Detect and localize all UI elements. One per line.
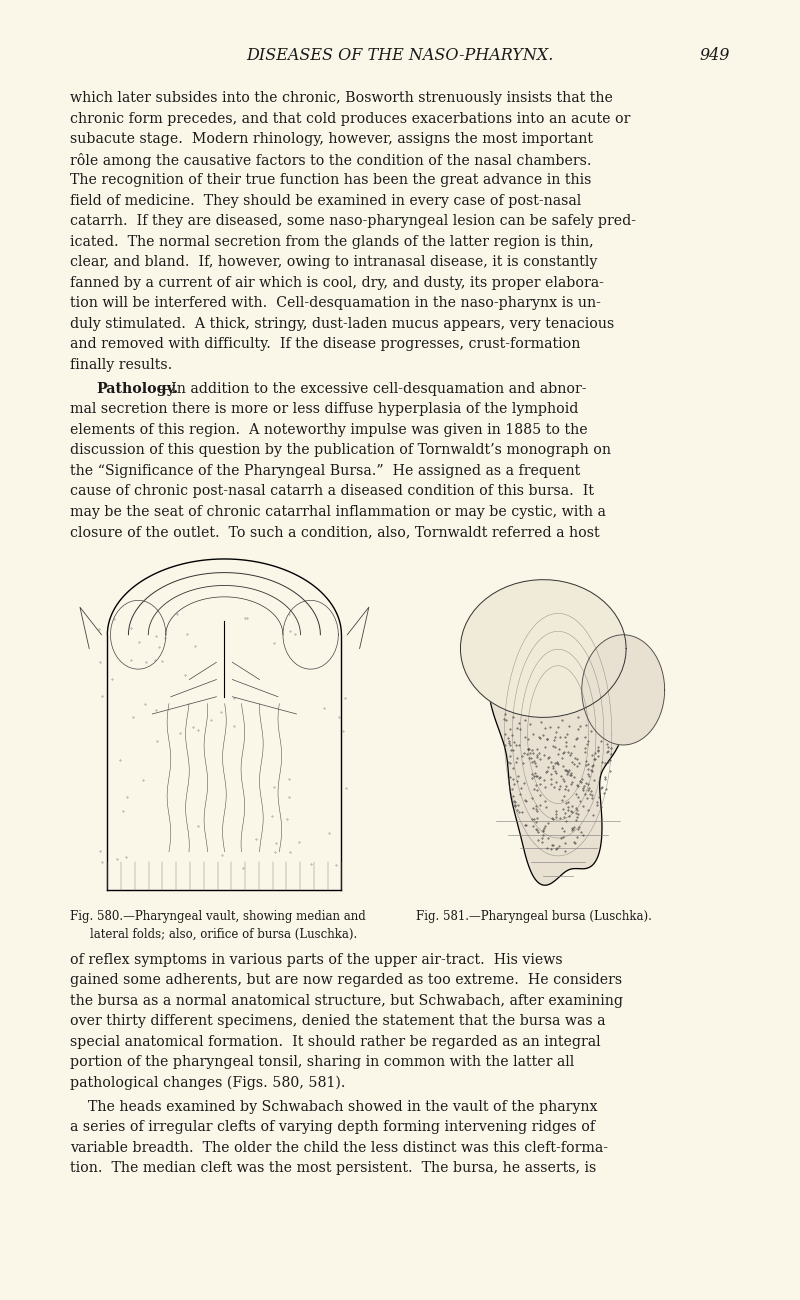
Text: which later subsides into the chronic, Bosworth strenuously insists that the: which later subsides into the chronic, B… — [70, 91, 614, 105]
Text: closure of the outlet.  To such a condition, also, Tornwaldt referred a host: closure of the outlet. To such a conditi… — [70, 525, 600, 540]
Text: finally results.: finally results. — [70, 358, 173, 372]
Text: 949: 949 — [699, 47, 730, 65]
Text: The heads examined by Schwabach showed in the vault of the pharynx: The heads examined by Schwabach showed i… — [70, 1100, 598, 1114]
Text: Pathology.: Pathology. — [96, 382, 178, 395]
Text: variable breadth.  The older the child the less distinct was this cleft-forma-: variable breadth. The older the child th… — [70, 1140, 608, 1154]
Text: DISEASES OF THE NASO-PHARYNX.: DISEASES OF THE NASO-PHARYNX. — [246, 47, 554, 65]
Text: rôle among the causative factors to the condition of the nasal chambers.: rôle among the causative factors to the … — [70, 152, 592, 168]
Text: tion will be interfered with.  Cell-desquamation in the naso-pharynx is un-: tion will be interfered with. Cell-desqu… — [70, 296, 602, 311]
Text: discussion of this question by the publication of Tornwaldt’s monograph on: discussion of this question by the publi… — [70, 443, 611, 458]
Text: special anatomical formation.  It should rather be regarded as an integral: special anatomical formation. It should … — [70, 1035, 601, 1049]
Text: duly stimulated.  A thick, stringy, dust-laden mucus appears, very tenacious: duly stimulated. A thick, stringy, dust-… — [70, 317, 614, 332]
Text: cause of chronic post-nasal catarrh a diseased condition of this bursa.  It: cause of chronic post-nasal catarrh a di… — [70, 485, 594, 498]
Polygon shape — [487, 598, 626, 885]
Text: of reflex symptoms in various parts of the upper air-tract.  His views: of reflex symptoms in various parts of t… — [70, 953, 563, 967]
Text: mal secretion there is more or less diffuse hyperplasia of the lymphoid: mal secretion there is more or less diff… — [70, 402, 578, 416]
Text: pathological changes (Figs. 580, 581).: pathological changes (Figs. 580, 581). — [70, 1076, 346, 1091]
Text: —In addition to the excessive cell-desquamation and abnor-: —In addition to the excessive cell-desqu… — [158, 382, 586, 395]
Text: elements of this region.  A noteworthy impulse was given in 1885 to the: elements of this region. A noteworthy im… — [70, 422, 588, 437]
Text: over thirty different specimens, denied the statement that the bursa was a: over thirty different specimens, denied … — [70, 1014, 606, 1028]
Text: clear, and bland.  If, however, owing to intranasal disease, it is constantly: clear, and bland. If, however, owing to … — [70, 255, 598, 269]
Text: field of medicine.  They should be examined in every case of post-nasal: field of medicine. They should be examin… — [70, 194, 582, 208]
Text: a series of irregular clefts of varying depth forming intervening ridges of: a series of irregular clefts of varying … — [70, 1121, 595, 1134]
Text: gained some adherents, but are now regarded as too extreme.  He considers: gained some adherents, but are now regar… — [70, 974, 622, 987]
Text: and removed with difficulty.  If the disease progresses, crust-formation: and removed with difficulty. If the dise… — [70, 338, 581, 351]
Text: fanned by a current of air which is cool, dry, and dusty, its proper elabora-: fanned by a current of air which is cool… — [70, 276, 604, 290]
Text: subacute stage.  Modern rhinology, however, assigns the most important: subacute stage. Modern rhinology, howeve… — [70, 133, 594, 146]
Text: lateral folds; also, orifice of bursa (Luschka).: lateral folds; also, orifice of bursa (L… — [90, 928, 358, 941]
Text: portion of the pharyngeal tonsil, sharing in common with the latter all: portion of the pharyngeal tonsil, sharin… — [70, 1056, 574, 1070]
Text: tion.  The median cleft was the most persistent.  The bursa, he asserts, is: tion. The median cleft was the most pers… — [70, 1161, 597, 1175]
Text: icated.  The normal secretion from the glands of the latter region is thin,: icated. The normal secretion from the gl… — [70, 235, 594, 248]
Text: The recognition of their true function has been the great advance in this: The recognition of their true function h… — [70, 173, 592, 187]
Polygon shape — [582, 634, 665, 745]
Text: the bursa as a normal anatomical structure, but Schwabach, after examining: the bursa as a normal anatomical structu… — [70, 993, 623, 1008]
Text: catarrh.  If they are diseased, some naso-pharyngeal lesion can be safely pred-: catarrh. If they are diseased, some naso… — [70, 214, 637, 229]
Polygon shape — [461, 580, 626, 718]
Text: may be the seat of chronic catarrhal inflammation or may be cystic, with a: may be the seat of chronic catarrhal inf… — [70, 504, 606, 519]
Text: Fig. 581.—Pharyngeal bursa (Luschka).: Fig. 581.—Pharyngeal bursa (Luschka). — [416, 910, 652, 923]
Text: Fig. 580.—Pharyngeal vault, showing median and: Fig. 580.—Pharyngeal vault, showing medi… — [70, 910, 366, 923]
Text: the “Significance of the Pharyngeal Bursa.”  He assigned as a frequent: the “Significance of the Pharyngeal Burs… — [70, 464, 581, 478]
Text: chronic form precedes, and that cold produces exacerbations into an acute or: chronic form precedes, and that cold pro… — [70, 112, 630, 126]
